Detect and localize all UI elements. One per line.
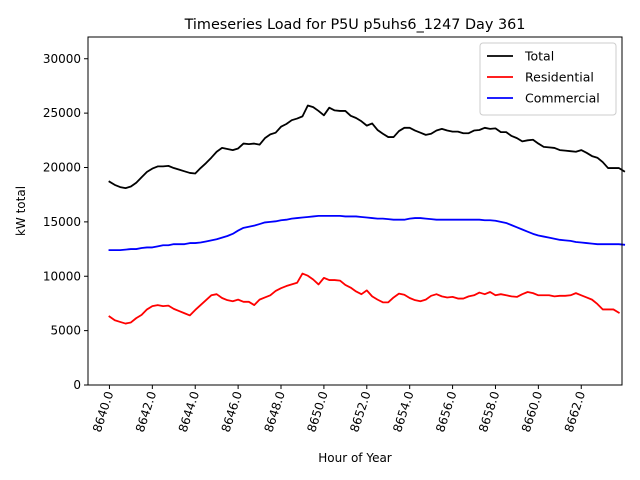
y-tick-label: 0 <box>73 378 81 392</box>
y-tick-label: 10000 <box>43 269 81 283</box>
y-tick-label: 20000 <box>43 161 81 175</box>
legend-label-total: Total <box>524 49 554 64</box>
series-line-commercial <box>108 214 626 252</box>
y-tick-label: 5000 <box>50 324 81 338</box>
series-line-residential <box>108 272 621 325</box>
series-layer <box>108 104 626 325</box>
legend: Total Residential Commercial <box>479 42 617 116</box>
x-axis-label: Hour of Year <box>318 451 392 465</box>
legend-label-commercial: Commercial <box>525 91 600 106</box>
y-tick-label: 15000 <box>43 215 81 229</box>
series-line-total <box>108 104 626 190</box>
y-axis-label: kW total <box>14 186 28 236</box>
chart-title: Timeseries Load for P5U p5uhs6_1247 Day … <box>184 17 526 33</box>
y-tick-label: 25000 <box>43 106 81 120</box>
legend-label-residential: Residential <box>525 70 594 85</box>
axes-frame <box>87 36 623 386</box>
y-tick-label: 30000 <box>43 52 81 66</box>
legend-box <box>479 42 617 116</box>
